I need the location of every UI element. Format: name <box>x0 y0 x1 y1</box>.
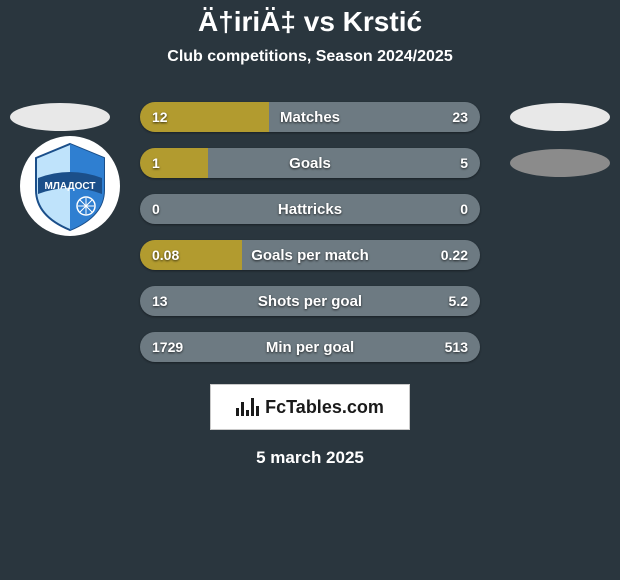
bar-left-segment <box>140 240 242 270</box>
club-ellipse-icon <box>510 149 610 177</box>
page-title: Ä†iriÄ‡ vs Krstić <box>0 6 620 38</box>
branding-text: FcTables.com <box>265 397 384 418</box>
svg-text:МЛАДОСТ: МЛАДОСТ <box>45 181 96 192</box>
bar-fill <box>140 240 480 270</box>
bar-fill <box>140 194 480 224</box>
snapshot-date: 5 march 2025 <box>0 448 620 468</box>
stat-bar-gpm: 0.08 Goals per match 0.22 <box>140 240 480 270</box>
bar-fill <box>140 102 480 132</box>
bar-fill <box>140 148 480 178</box>
bar-right-segment <box>208 148 480 178</box>
player-right-club <box>510 149 610 177</box>
avatar-ellipse-icon <box>510 103 610 131</box>
comparison-card: Ä†iriÄ‡ vs Krstić Club competitions, Sea… <box>0 0 620 468</box>
player-right-avatar <box>510 103 610 131</box>
subtitle: Club competitions, Season 2024/2025 <box>0 48 620 66</box>
row-gpm: 0.08 Goals per match 0.22 <box>0 232 620 278</box>
bar-fill <box>140 332 480 362</box>
bar-left-segment <box>140 148 208 178</box>
bar-right-segment <box>269 102 480 132</box>
bar-right-segment <box>140 194 480 224</box>
player-left-avatar <box>10 103 110 131</box>
bar-right-segment <box>242 240 480 270</box>
branding-link[interactable]: FcTables.com <box>210 384 410 430</box>
bar-fill <box>140 286 480 316</box>
bar-left-segment <box>140 102 269 132</box>
club-badge-icon: МЛАДОСТ <box>20 136 120 236</box>
row-matches: 12 Matches 23 <box>0 94 620 140</box>
stat-bar-hattricks: 0 Hattricks 0 <box>140 194 480 224</box>
avatar-ellipse-icon <box>10 103 110 131</box>
player-left-club-logo: МЛАДОСТ <box>20 136 120 236</box>
stat-bar-goals: 1 Goals 5 <box>140 148 480 178</box>
stat-bar-mpg: 1729 Min per goal 513 <box>140 332 480 362</box>
stat-bar-spg: 13 Shots per goal 5.2 <box>140 286 480 316</box>
stat-bar-matches: 12 Matches 23 <box>140 102 480 132</box>
fctables-logo-icon <box>236 398 259 416</box>
row-hattricks: МЛАДОСТ 0 Hattricks 0 <box>0 186 620 232</box>
row-spg: 13 Shots per goal 5.2 <box>0 278 620 324</box>
bar-right-segment <box>140 286 480 316</box>
bar-right-segment <box>140 332 480 362</box>
row-mpg: 1729 Min per goal 513 <box>0 324 620 370</box>
